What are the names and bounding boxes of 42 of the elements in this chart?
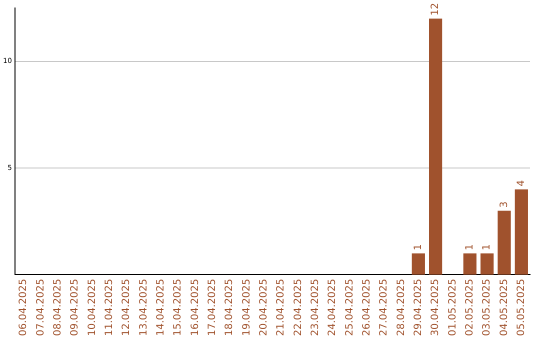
data-label: 1 [464,244,476,250]
x-tick-label: 25.04.2025 [344,278,356,336]
x-tick-label: 10.04.2025 [86,278,98,336]
x-tick-label: 07.04.2025 [35,278,46,336]
bar [429,18,442,275]
x-tick-label: 21.04.2025 [276,278,287,336]
x-tick-label: 20.04.2025 [258,278,270,336]
data-label: 3 [498,201,510,208]
x-tick-label: 02.05.2025 [464,278,476,336]
x-tick-label: 23.04.2025 [310,278,321,336]
data-label: 4 [516,180,528,186]
bar [514,189,528,275]
x-tick-label: 29.04.2025 [412,278,424,336]
x-tick-label: 05.05.2025 [516,278,528,336]
bar [412,253,425,275]
x-tick-label: 09.04.2025 [70,278,81,336]
data-label: 1 [482,244,493,250]
x-tick-label: 13.04.2025 [138,278,150,336]
x-tick-label: 24.04.2025 [327,278,338,336]
x-tick-label: 27.04.2025 [378,278,390,336]
x-tick-label: 03.05.2025 [482,278,493,336]
x-tick-label: 28.04.2025 [396,278,407,336]
x-tick-label: 14.04.2025 [155,278,166,336]
bar [463,253,476,275]
x-tick-label: 06.04.2025 [18,278,30,336]
data-label: 12 [430,2,442,16]
bar [480,253,494,275]
x-tick-label: 11.04.2025 [104,278,115,336]
x-tick-label: 19.04.2025 [241,278,252,336]
x-tick-label: 26.04.2025 [361,278,372,336]
x-tick-label: 18.04.2025 [224,278,236,336]
x-tick-label: 04.05.2025 [498,278,510,336]
x-tick-label: 30.04.2025 [430,278,442,336]
data-label: 1 [412,244,424,250]
x-tick-label: 01.05.2025 [447,278,458,336]
x-tick-label: 22.04.2025 [292,278,304,336]
bar [498,210,511,275]
x-tick-label: 08.04.2025 [52,278,64,336]
x-tick-label: 15.04.2025 [172,278,184,336]
x-tick-label: 17.04.2025 [206,278,218,336]
x-tick-label: 16.04.2025 [190,278,201,336]
x-tick-label: 12.04.2025 [121,278,132,336]
